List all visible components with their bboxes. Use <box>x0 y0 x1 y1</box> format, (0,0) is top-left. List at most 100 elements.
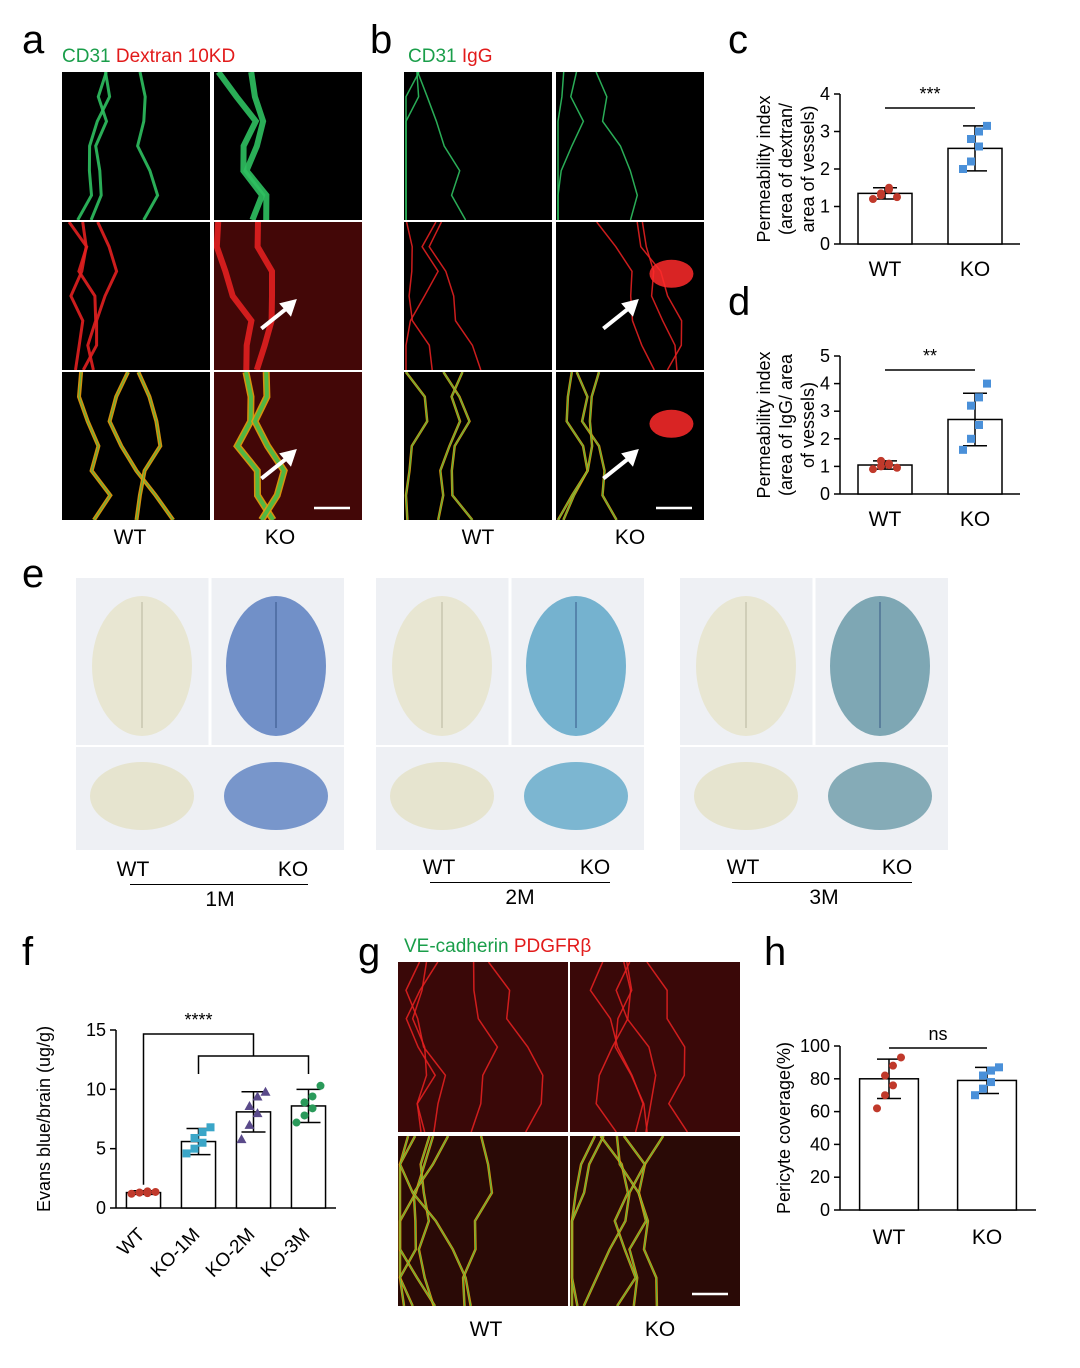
significance-bracket <box>142 1033 255 1185</box>
panel-g-merge-wt-micrograph <box>398 1136 568 1306</box>
data-point <box>873 1104 881 1113</box>
dextran-label: Dextran 10KD <box>115 46 236 67</box>
data-point <box>975 127 983 136</box>
y-tick-label: 5 <box>96 1139 106 1159</box>
data-point <box>198 1138 207 1147</box>
data-point <box>959 165 967 173</box>
data-point <box>869 465 877 474</box>
x-tick-label: KO-3M <box>257 1224 314 1281</box>
data-point <box>889 1061 897 1070</box>
data-point <box>244 1119 255 1129</box>
panel-b-stain-label: CD31 IgG <box>408 46 492 68</box>
y-tick-label: 4 <box>820 374 830 394</box>
data-point <box>987 1066 995 1075</box>
cd31-label: CD31 <box>62 46 111 67</box>
panel-b-merge-ko-micrograph <box>556 372 704 520</box>
panel-a-merge-wt-micrograph <box>62 372 210 520</box>
data-point <box>889 1081 897 1090</box>
data-point <box>897 1053 905 1062</box>
panel-b-ko-label: KO <box>614 526 646 549</box>
data-point <box>975 393 983 402</box>
data-point <box>979 1084 987 1093</box>
y-tick-label: 2 <box>820 429 830 449</box>
y-tick-label: 2 <box>820 159 830 179</box>
panel-g-ko-label: KO <box>644 1318 676 1341</box>
y-tick-label: 0 <box>820 234 830 254</box>
y-tick-label: 3 <box>820 401 830 421</box>
chart-d: 0 1 2 3 4 5 Permeability index (area of IgG/ ar… <box>740 340 1060 540</box>
significance-label: ns <box>928 1024 947 1044</box>
e-1m-timepoint: 1M <box>205 888 235 911</box>
data-point <box>967 434 975 443</box>
x-tick-label: KO <box>972 1226 1002 1249</box>
ko-brain-section <box>828 762 932 830</box>
ko-brain-section <box>224 762 328 830</box>
data-point <box>971 1091 979 1100</box>
y-tick-label: 40 <box>810 1134 830 1154</box>
panel-d-letter: d <box>728 280 751 324</box>
data-point <box>975 142 983 151</box>
y-axis-label: of vessels) <box>798 382 818 468</box>
data-point <box>135 1188 144 1197</box>
data-point <box>236 1134 247 1144</box>
bar <box>956 1079 1018 1211</box>
e-1m-wt: WT <box>116 858 150 881</box>
pdgfrb-label: PDGFRβ <box>513 936 592 957</box>
data-point <box>881 1091 889 1100</box>
panel-a-red-ko-micrograph <box>214 222 362 370</box>
data-point <box>979 1071 987 1080</box>
wt-brain-section <box>390 762 494 830</box>
y-tick-label: 4 <box>820 84 830 104</box>
panel-b-green-ko-micrograph <box>556 72 704 220</box>
y-axis-label: Pericyte coverage(%) <box>774 1042 794 1214</box>
x-tick-label: WT <box>873 1226 906 1249</box>
panel-a-ko-label: KO <box>264 526 296 549</box>
data-point <box>893 193 901 202</box>
panel-b-wt-label: WT <box>461 526 495 549</box>
e-brain-panel-2 <box>376 578 644 850</box>
data-point <box>995 1063 1003 1072</box>
wt-brain-section <box>90 762 194 830</box>
y-tick-label: 60 <box>810 1102 830 1122</box>
bar <box>858 1078 920 1211</box>
data-point <box>260 1086 271 1096</box>
chart-f: 0 5 10 15 Evans blue/brain (ug/g) WT KO-1M KO-2… <box>20 1000 360 1320</box>
data-point <box>877 456 885 465</box>
y-tick-label: 100 <box>800 1036 830 1056</box>
y-tick-label: 80 <box>810 1069 830 1089</box>
e-2m-underline <box>430 882 610 883</box>
y-tick-label: 15 <box>86 1020 106 1040</box>
panel-h-letter: h <box>764 930 787 974</box>
significance-label: ** <box>923 346 937 366</box>
y-axis-label: area of vessels) <box>798 105 818 232</box>
igg-label: IgG <box>461 46 493 67</box>
x-tick-label: KO-2M <box>202 1224 259 1281</box>
panel-a-green-wt-micrograph <box>62 72 210 220</box>
e-3m-ko: KO <box>881 856 913 879</box>
y-tick-label: 3 <box>820 122 830 142</box>
e-3m-wt: WT <box>726 856 760 879</box>
data-point <box>300 1098 309 1107</box>
significance-bracket <box>197 1055 310 1074</box>
e-1m-ko: KO <box>277 858 309 881</box>
panel-a-stain-label: CD31 Dextran 10KD <box>62 46 235 68</box>
data-point <box>983 379 991 388</box>
panel-a-green-ko-micrograph <box>214 72 362 220</box>
data-point <box>959 445 967 454</box>
x-tick-label: KO-1M <box>147 1224 204 1281</box>
e-3m-underline <box>732 882 912 883</box>
data-point <box>151 1187 160 1196</box>
e-brain-panel-3 <box>680 578 948 850</box>
panel-e-letter: e <box>22 552 45 596</box>
significance-label: **** <box>184 1010 212 1030</box>
e-3m-timepoint: 3M <box>809 886 839 909</box>
e-2m-wt: WT <box>422 856 456 879</box>
panel-b-red-wt-micrograph <box>404 222 552 370</box>
y-tick-label: 20 <box>810 1167 830 1187</box>
y-tick-label: 1 <box>820 456 830 476</box>
cd31-label: CD31 <box>408 46 457 67</box>
data-point <box>885 461 893 470</box>
panel-g-red-wt-micrograph <box>398 962 568 1132</box>
data-point <box>983 121 991 130</box>
y-axis-label: Permeability index <box>754 95 774 242</box>
